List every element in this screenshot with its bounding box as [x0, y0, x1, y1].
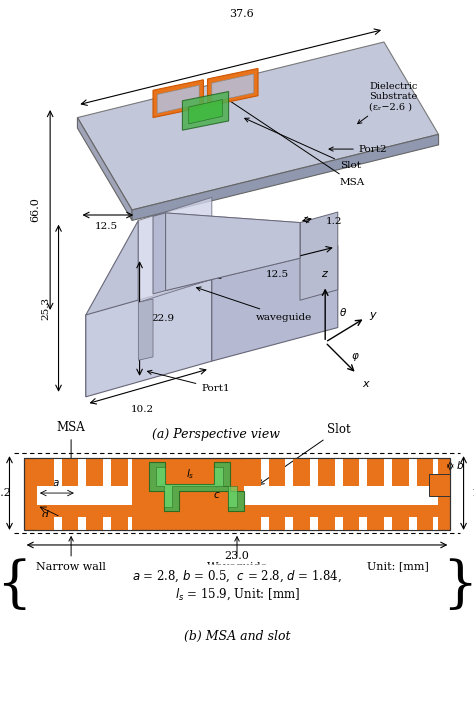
Text: 1.2: 1.2: [326, 216, 343, 226]
Bar: [37, 458, 54, 486]
Text: $c$: $c$: [213, 490, 221, 500]
Polygon shape: [189, 99, 222, 124]
Bar: [343, 517, 359, 530]
Bar: [343, 458, 359, 486]
Bar: [367, 458, 384, 486]
Bar: [429, 474, 450, 496]
Bar: [37, 517, 132, 530]
Bar: [367, 517, 384, 530]
Bar: [37, 486, 132, 505]
Bar: [269, 458, 285, 486]
Bar: [269, 517, 285, 530]
Bar: [244, 517, 438, 530]
Text: Slot: Slot: [259, 423, 351, 484]
Bar: [24, 458, 450, 530]
Polygon shape: [77, 117, 132, 220]
Text: Narrow wall: Narrow wall: [36, 536, 106, 571]
Text: Unit: [mm]: Unit: [mm]: [367, 562, 429, 571]
Polygon shape: [86, 220, 138, 397]
Text: }: }: [442, 558, 474, 613]
Text: 10.2: 10.2: [131, 405, 154, 414]
Bar: [293, 517, 310, 530]
Bar: [111, 458, 128, 486]
Polygon shape: [300, 212, 338, 300]
Text: 22.9: 22.9: [151, 313, 174, 323]
Polygon shape: [149, 462, 244, 511]
Text: MSA: MSA: [57, 421, 85, 466]
Bar: [244, 486, 438, 505]
Bar: [37, 458, 132, 486]
Text: 23.0: 23.0: [225, 552, 249, 561]
Text: Port1: Port1: [147, 370, 230, 393]
Bar: [318, 458, 335, 486]
Bar: [244, 458, 261, 486]
Bar: [392, 458, 409, 486]
Bar: [293, 458, 310, 486]
Bar: [62, 517, 78, 530]
Text: 25.3: 25.3: [41, 297, 50, 320]
Text: Port2: Port2: [329, 145, 387, 153]
Text: Dielectric
Substrate
(εᵣ−2.6 ): Dielectric Substrate (εᵣ−2.6 ): [358, 82, 418, 124]
Text: (a) Perspective view: (a) Perspective view: [152, 429, 280, 442]
Bar: [86, 458, 103, 486]
Polygon shape: [86, 279, 212, 397]
Polygon shape: [77, 42, 438, 210]
Bar: [318, 517, 335, 530]
Bar: [24, 458, 450, 530]
Polygon shape: [156, 466, 237, 507]
Polygon shape: [153, 213, 165, 294]
Text: $z$: $z$: [321, 269, 329, 279]
Bar: [86, 517, 103, 530]
Text: 10.2: 10.2: [0, 488, 11, 498]
Text: Slot: Slot: [245, 118, 361, 170]
Polygon shape: [212, 245, 338, 361]
Polygon shape: [165, 213, 300, 290]
Text: waveguide: waveguide: [197, 287, 312, 321]
Text: $\theta$: $\theta$: [339, 306, 347, 318]
Bar: [417, 458, 433, 486]
Text: $b$: $b$: [456, 459, 464, 471]
Text: 66.0: 66.0: [30, 198, 40, 222]
Text: 12.5: 12.5: [95, 222, 118, 231]
Polygon shape: [212, 74, 254, 102]
Polygon shape: [182, 91, 228, 130]
Polygon shape: [132, 135, 438, 220]
Polygon shape: [138, 198, 212, 303]
Text: 12.5: 12.5: [265, 270, 289, 279]
Bar: [244, 458, 438, 486]
Bar: [244, 517, 261, 530]
Polygon shape: [153, 80, 203, 117]
Text: 37.6: 37.6: [229, 9, 254, 19]
Bar: [62, 458, 78, 486]
Text: (b) MSA and slot: (b) MSA and slot: [184, 630, 290, 643]
Polygon shape: [165, 213, 300, 290]
Text: 12.0: 12.0: [472, 488, 474, 498]
Text: MSA: MSA: [217, 93, 365, 188]
Text: $l_s$: $l_s$: [186, 468, 195, 481]
Polygon shape: [208, 69, 258, 106]
Text: $\varphi$: $\varphi$: [351, 351, 360, 363]
Text: $a$: $a$: [52, 479, 60, 488]
Text: $d$: $d$: [41, 508, 49, 521]
Bar: [417, 517, 433, 530]
Bar: [37, 517, 54, 530]
Bar: [111, 517, 128, 530]
Text: $x$: $x$: [362, 379, 371, 390]
Text: $a$ = 2.8, $b$ = 0.5,  $c$ = 2.8, $d$ = 1.84,
$l_s$ = 15.9, Unit: [mm]: $a$ = 2.8, $b$ = 0.5, $c$ = 2.8, $d$ = 1…: [132, 569, 342, 602]
Polygon shape: [157, 85, 199, 114]
Text: $y$: $y$: [369, 310, 378, 321]
Polygon shape: [138, 299, 153, 361]
Text: {: {: [0, 558, 32, 613]
Bar: [392, 517, 409, 530]
Text: Waveguide: Waveguide: [207, 536, 267, 571]
